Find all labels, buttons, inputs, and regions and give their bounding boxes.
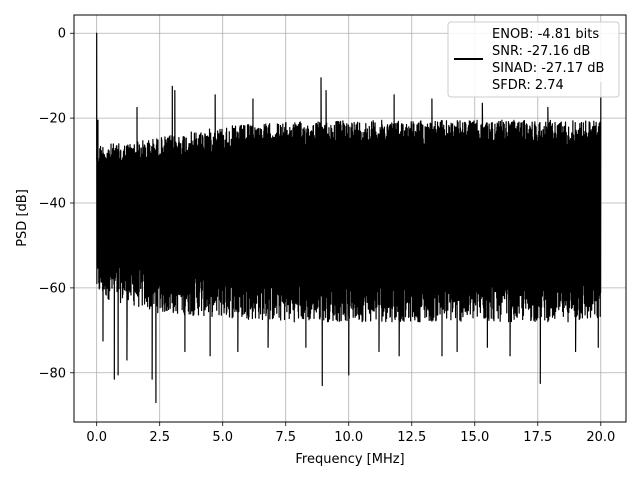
y-tick-label: −60 bbox=[39, 281, 66, 296]
y-tick-label: −80 bbox=[39, 366, 66, 381]
x-tick-label: 0.0 bbox=[86, 430, 107, 445]
x-tick-label: 15.0 bbox=[460, 430, 489, 445]
y-axis-label: PSD [dB] bbox=[15, 189, 30, 247]
x-axis: 0.0 2.5 5.0 7.5 10.0 12.5 15.0 17.5 20.0 bbox=[86, 422, 615, 445]
plot-frame bbox=[73, 14, 627, 423]
y-tick-label: −20 bbox=[39, 112, 66, 127]
x-tick-label: 20.0 bbox=[586, 430, 615, 445]
y-tick-label: −40 bbox=[39, 197, 66, 212]
x-tick-label: 12.5 bbox=[397, 430, 426, 445]
legend: ENOB: -4.81 bits SNR: -27.16 dB SINAD: -… bbox=[447, 21, 620, 98]
series-layer bbox=[96, 32, 602, 404]
legend-entry-enob: ENOB: -4.81 bits bbox=[492, 27, 599, 42]
legend-box bbox=[447, 21, 620, 98]
y-tick-label: 0 bbox=[58, 27, 66, 42]
legend-entry-snr: SNR: -27.16 dB bbox=[492, 44, 590, 59]
x-tick-label: 7.5 bbox=[275, 430, 296, 445]
x-tick-label: 2.5 bbox=[149, 430, 170, 445]
legend-entry-sfdr: SFDR: 2.74 bbox=[492, 78, 564, 93]
psd-series-line bbox=[96, 32, 602, 404]
x-tick-label: 10.0 bbox=[334, 430, 363, 445]
y-axis: 0 −20 −40 −60 −80 bbox=[39, 27, 74, 381]
x-tick-label: 17.5 bbox=[523, 430, 552, 445]
x-axis-label: Frequency [MHz] bbox=[295, 452, 404, 467]
legend-entry-sinad: SINAD: -27.17 dB bbox=[492, 61, 604, 76]
x-tick-label: 5.0 bbox=[212, 430, 233, 445]
